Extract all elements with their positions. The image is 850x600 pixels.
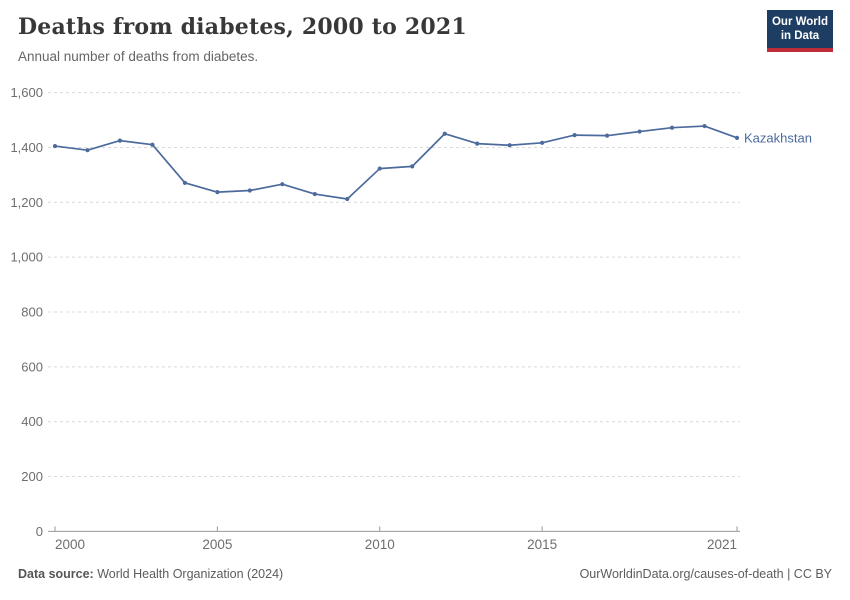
data-source-note: Data source: World Health Organization (… — [18, 567, 283, 581]
data-point — [345, 196, 350, 202]
chart-canvas: 0 200 400 600 800 1,000 1,200 1,400 1,600 2000 200… — [10, 85, 812, 552]
credit-line: OurWorldinData.org/causes-of-death | CC … — [579, 567, 832, 581]
x-tick-label: 2000 — [55, 537, 85, 552]
y-tick-label: 0 — [36, 524, 43, 539]
y-tick-label: 200 — [21, 469, 43, 484]
owid-logo: Our World in Data — [767, 10, 833, 52]
data-point — [410, 164, 415, 169]
data-point — [734, 135, 740, 140]
data-point — [150, 142, 155, 147]
data-point — [182, 180, 188, 185]
series-end-label: Kazakhstan — [744, 130, 812, 145]
x-tick-label: 2005 — [202, 537, 232, 552]
data-point — [637, 129, 642, 134]
data-source-label: Data source: — [18, 567, 94, 581]
data-point — [702, 123, 707, 129]
data-point — [507, 143, 512, 148]
data-point — [669, 125, 675, 130]
y-tick-label: 1,200 — [10, 195, 43, 210]
y-tick-label: 800 — [21, 305, 43, 320]
owid-logo-line2: in Data — [780, 30, 820, 43]
data-point — [442, 131, 447, 136]
data-point — [540, 140, 545, 145]
data-point — [572, 133, 577, 138]
owid-logo-line1: Our World — [771, 16, 828, 28]
y-tick-label: 600 — [21, 359, 43, 374]
data-point — [312, 191, 317, 197]
y-tick-label: 400 — [21, 414, 43, 429]
y-tick-label: 1,000 — [10, 250, 43, 265]
y-tick-label: 1,600 — [10, 85, 43, 100]
y-tick-label: 1,400 — [10, 140, 43, 155]
data-point — [604, 133, 610, 138]
data-line-kazakhstan — [54, 125, 738, 200]
data-point — [52, 143, 58, 149]
data-point — [475, 141, 480, 146]
chart-area: 0 200 400 600 800 1,000 1,200 1,400 1,600 2000 200… — [0, 78, 850, 556]
data-point — [215, 190, 220, 195]
page-title: Deaths from diabetes, 2000 to 2021 — [18, 14, 467, 40]
chart-footer: Data source: World Health Organization (… — [18, 567, 832, 581]
data-point — [247, 188, 252, 193]
chart-header: Deaths from diabetes, 2000 to 2021 Annua… — [18, 14, 748, 64]
data-point — [280, 182, 285, 187]
data-source-value: World Health Organization (2024) — [93, 567, 284, 581]
data-point — [85, 148, 90, 153]
x-tick-label: 2021 — [707, 537, 737, 552]
x-tick-label: 2010 — [365, 537, 395, 552]
chart-subtitle: Annual number of deaths from diabetes. — [18, 49, 259, 64]
data-point — [117, 138, 123, 143]
x-tick-label: 2015 — [527, 537, 557, 552]
data-point — [377, 166, 382, 171]
